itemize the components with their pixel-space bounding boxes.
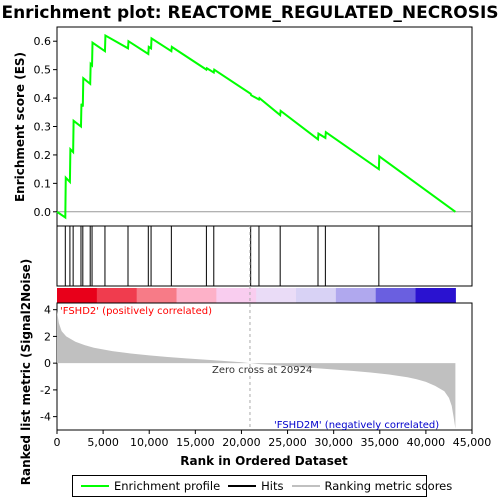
heat-segment (375, 288, 417, 303)
es-tick-label: 0.5 (34, 64, 52, 77)
es-tick-label: 0.1 (34, 177, 52, 190)
x-tick-label: 0 (54, 436, 61, 449)
heat-segment (296, 288, 337, 303)
heat-segment (96, 288, 138, 303)
es-y-axis: 0.0 0.1 0.2 0.3 0.4 0.5 0.6 (34, 35, 57, 219)
legend-item-ranking-metric: Ranking metric scores (291, 479, 453, 493)
metric-tick-label: 2 (44, 330, 51, 343)
heat-segment (216, 288, 257, 303)
legend-item-hits: Hits (228, 479, 284, 493)
legend-swatch-ranking-metric (291, 485, 320, 487)
es-tick-label: 0.3 (34, 121, 52, 134)
zero-cross-label: Zero cross at 20924 (212, 365, 312, 376)
legend-label: Enrichment profile (114, 479, 221, 493)
enrichment-profile-line (56, 33, 456, 220)
legend-item-enrichment-profile: Enrichment profile (81, 479, 220, 493)
x-tick-label: 45,000 (453, 436, 492, 449)
x-tick-label: 40,000 (407, 436, 446, 449)
positive-correlation-label: 'FSHD2' (positively correlated) (60, 306, 212, 317)
heat-segment (335, 288, 377, 303)
es-tick-label: 0.0 (34, 206, 52, 219)
x-tick-label: 5,000 (87, 436, 119, 449)
negative-correlation-label: 'FSHD2M' (negatively correlated) (274, 420, 439, 431)
x-tick-label: 35,000 (361, 436, 400, 449)
metric-tick-label: 0 (44, 357, 51, 370)
es-tick-label: 0.4 (34, 92, 52, 105)
metric-tick-label: -2 (40, 384, 51, 397)
legend-label: Ranking metric scores (324, 479, 453, 493)
heat-segment (256, 288, 297, 303)
heat-segment (415, 288, 456, 303)
metric-y-axis: -4 -2 0 2 4 (40, 304, 57, 424)
es-tick-label: 0.6 (34, 35, 52, 48)
hits-group (64, 226, 380, 286)
x-tick-label: 20,000 (222, 436, 261, 449)
es-plot-frame (56, 26, 473, 227)
legend: Enrichment profile Hits Ranking metric s… (72, 475, 452, 497)
legend-swatch-hits (228, 485, 257, 487)
es-axis-label: Enrichment score (ES) (13, 52, 27, 202)
x-tick-label: 10,000 (130, 436, 169, 449)
es-tick-label: 0.2 (34, 149, 52, 162)
metric-tick-label: -4 (40, 411, 51, 424)
x-axis: 0 5,000 10,000 15,000 20,000 25,000 30,000 35,0… (54, 430, 492, 449)
heat-segment (136, 288, 178, 303)
legend-swatch-enrichment-profile (81, 485, 109, 487)
heat-segment (57, 288, 98, 303)
ranking-metric-area (57, 311, 456, 429)
x-axis-label: Rank in Ordered Dataset (180, 454, 348, 468)
x-tick-label: 15,000 (176, 436, 215, 449)
metric-tick-label: 4 (44, 304, 51, 317)
metric-axis-label: Ranked list metric (Signal2Noise) (19, 259, 33, 486)
heat-segment (176, 288, 217, 303)
x-tick-label: 30,000 (314, 436, 353, 449)
ranking-heat-bar (57, 288, 456, 303)
x-tick-label: 25,000 (268, 436, 307, 449)
hits-plot-frame (56, 225, 473, 287)
legend-label: Hits (261, 479, 284, 493)
chart-title: Enrichment plot: REACTOME_REGULATED_NECR… (1, 3, 498, 23)
